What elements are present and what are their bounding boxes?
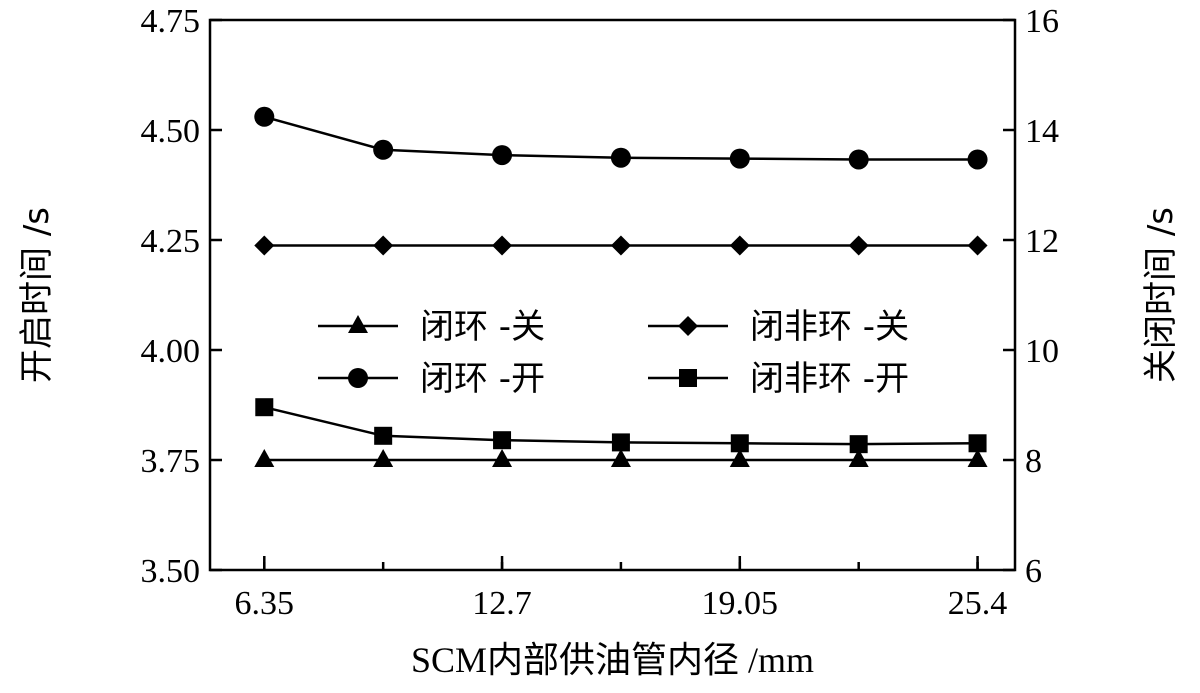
data-point: [968, 434, 987, 453]
data-point: [729, 235, 750, 256]
right-y-tick-label: 12: [1025, 223, 1059, 260]
data-point: [373, 139, 394, 160]
legend: 闭环 -关 闭非环 -关闭环 -开 闭非环 -开: [318, 307, 909, 399]
series-1: [254, 235, 988, 256]
legend-label: 闭环 -关: [420, 307, 545, 347]
x-tick-label: 12.7: [472, 585, 532, 622]
axis-titles: SCM内部供油管内径 /mm 开启时间 /s 关闭时间 /s: [17, 207, 1181, 680]
right-y-tick-label: 6: [1025, 553, 1042, 590]
data-point: [493, 431, 512, 450]
right-y-axis-title: 关闭时间 /s: [1141, 207, 1181, 383]
data-point: [255, 398, 274, 417]
plot-frame: [208, 18, 1017, 572]
legend-label: 闭非环 -关: [750, 307, 909, 347]
data-point: [373, 235, 394, 256]
data-point: [849, 435, 868, 454]
x-tick-label: 6.35: [235, 585, 295, 622]
series-2: [254, 106, 988, 170]
left-y-tick-label: 4.00: [141, 333, 201, 370]
series-3: [255, 398, 987, 454]
left-y-tick-label: 4.25: [141, 223, 201, 260]
legend-item: 闭非环 -关: [648, 307, 909, 347]
right-y-tick-label: 8: [1025, 443, 1042, 480]
data-point: [492, 449, 513, 467]
data-point: [611, 433, 630, 452]
right-y-tick-label: 16: [1025, 3, 1059, 40]
data-point: [492, 235, 513, 256]
data-point: [374, 426, 393, 445]
left-y-tick-label: 3.50: [141, 553, 201, 590]
data-point: [848, 149, 869, 170]
data-point: [254, 235, 275, 256]
data-point: [729, 148, 750, 169]
right-y-tick-label: 14: [1025, 113, 1059, 150]
data-point: [848, 235, 869, 256]
data-point: [254, 449, 275, 467]
legend-item: 闭非环 -开: [648, 359, 909, 399]
axes: 3.50 3.75 4.00 4.25 4.50 4.75 6 8 10 12 14 16 6.35 12…: [141, 3, 1060, 622]
legend-marker: [679, 369, 697, 387]
data-point: [492, 145, 513, 166]
data-point: [848, 449, 869, 467]
legend-marker: [348, 368, 368, 388]
left-y-tick-label: 4.50: [141, 113, 201, 150]
data-point: [610, 449, 631, 467]
data-point: [610, 147, 631, 168]
left-y-tick-label: 4.75: [141, 3, 201, 40]
x-axis-title: SCM内部供油管内径 /mm: [411, 640, 814, 680]
legend-marker: [348, 315, 368, 333]
data-point: [610, 235, 631, 256]
data-point: [373, 449, 394, 467]
series-group: [254, 106, 988, 467]
data-point: [730, 434, 749, 453]
x-tick-label: 25.4: [948, 585, 1008, 622]
right-y-tick-label: 10: [1025, 333, 1059, 370]
left-y-axis-title: 开启时间 /s: [17, 207, 57, 383]
data-point: [967, 149, 988, 170]
data-point: [967, 449, 988, 467]
series-0: [254, 449, 988, 467]
x-tick-label: 19.05: [702, 585, 779, 622]
legend-label: 闭非环 -开: [750, 359, 909, 399]
data-point: [967, 235, 988, 256]
left-y-tick-label: 3.75: [141, 443, 201, 480]
legend-marker: [678, 316, 698, 336]
legend-item: 闭环 -开: [318, 359, 545, 399]
legend-item: 闭环 -关: [318, 307, 545, 347]
data-point: [254, 106, 275, 127]
legend-label: 闭环 -开: [420, 359, 545, 399]
data-point: [729, 449, 750, 467]
